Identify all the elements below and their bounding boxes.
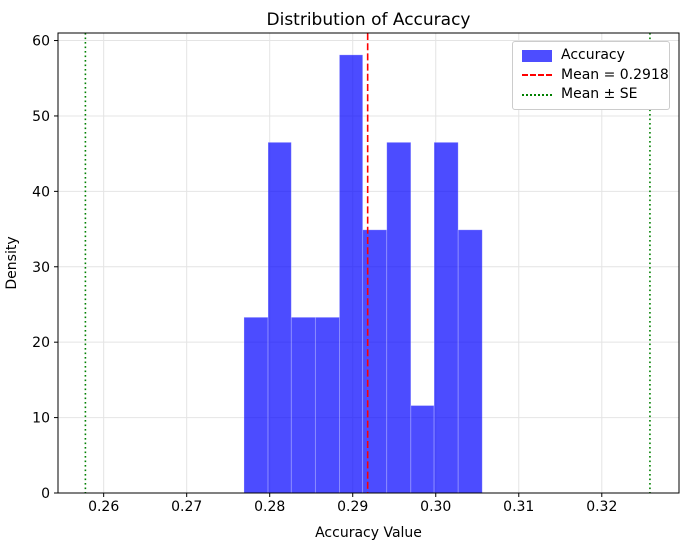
legend-label-mean: Mean = 0.2918: [561, 66, 669, 83]
x-tick-label: 0.29: [337, 499, 368, 515]
y-tick-label: 40: [32, 184, 50, 200]
x-tick-label: 0.27: [171, 499, 202, 515]
chart-title: Distribution of Accuracy: [267, 10, 471, 30]
legend-swatch-accuracy: [522, 49, 552, 62]
y-axis-label: Density: [4, 236, 20, 289]
histogram-bar: [243, 316, 269, 494]
y-tick-label: 10: [32, 411, 50, 427]
x-axis-label: Accuracy Value: [315, 525, 422, 541]
histogram-color-patch-icon: [522, 49, 552, 62]
histogram-bar: [267, 141, 292, 494]
legend-label-se: Mean ± SE: [561, 86, 638, 102]
dotted-line-icon: [522, 93, 552, 96]
y-tick-label: 0: [41, 486, 50, 502]
y-tick-label: 20: [32, 335, 50, 351]
legend-swatch-mean: [522, 74, 552, 77]
x-tick-label: 0.28: [254, 499, 285, 515]
histogram-bar: [386, 141, 412, 494]
legend-label-accuracy: Accuracy: [561, 47, 625, 63]
legend-entry-accuracy: Accuracy: [522, 46, 660, 66]
histogram-bar: [433, 141, 459, 494]
legend-entry-se: Mean ± SE: [522, 85, 660, 105]
y-tick-label: 30: [32, 260, 50, 276]
axes-spines: [57, 32, 680, 494]
histogram-bar: [410, 405, 435, 494]
x-tick-label: 0.32: [586, 499, 617, 515]
histogram-bar: [457, 229, 483, 494]
y-tick-label: 60: [32, 34, 50, 50]
y-tick-label: 50: [32, 109, 50, 125]
x-tick-label: 0.26: [88, 499, 119, 515]
x-tick-label: 0.30: [420, 499, 451, 515]
legend-box: Accuracy Mean = 0.2918 Mean ± SE: [512, 41, 670, 110]
histogram-bar: [290, 316, 316, 494]
dashed-line-icon: [522, 74, 552, 77]
legend-swatch-se: [522, 93, 552, 96]
legend-entry-mean: Mean = 0.2918: [522, 66, 669, 86]
histogram-bar: [314, 316, 340, 494]
histogram-bar: [362, 229, 388, 494]
x-tick-label: 0.31: [503, 499, 534, 515]
histogram-bar: [339, 54, 364, 494]
